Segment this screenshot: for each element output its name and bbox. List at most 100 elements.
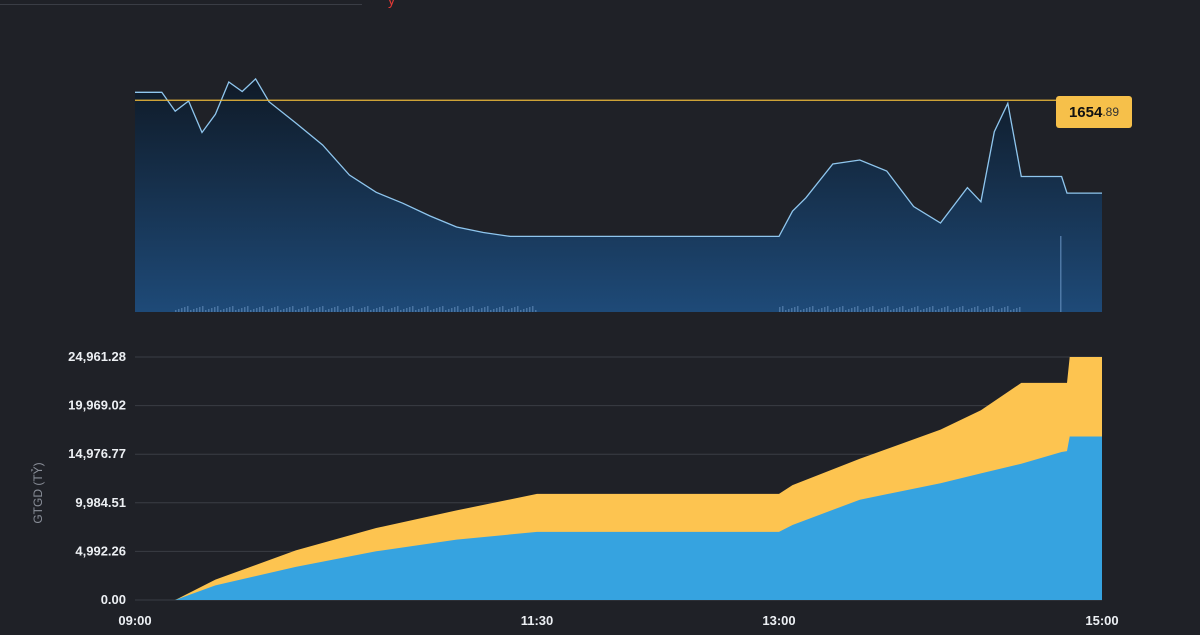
x-tick-label: 09:00 — [118, 613, 151, 628]
volume-bar — [325, 310, 327, 312]
volume-bar — [232, 306, 234, 312]
volume-bar — [932, 306, 934, 312]
volume-bar — [812, 306, 814, 312]
volume-bar — [319, 307, 321, 312]
volume-bar — [1007, 306, 1009, 312]
volume-bar — [953, 309, 955, 312]
volume-bar — [406, 308, 408, 312]
volume-bar — [821, 308, 823, 312]
volume-bar — [962, 306, 964, 312]
volume-bar — [947, 306, 949, 312]
volume-bar — [280, 310, 282, 312]
volume-bar — [460, 310, 462, 312]
price-tag-decimal: .89 — [1102, 105, 1120, 119]
volume-bar — [968, 309, 970, 312]
volume-bar — [262, 306, 264, 312]
volume-bar — [803, 309, 805, 312]
price-tag-integer: 1654 — [1068, 103, 1103, 121]
volume-bar — [791, 308, 793, 312]
volume-bar — [178, 309, 180, 312]
volume-bar — [379, 307, 381, 312]
volume-bar — [418, 309, 420, 312]
trading-value-panel: 0.00 4,992.26 9,984.51 14,976.77 19,969.02 24… — [30, 349, 1119, 628]
y-tick-label: 14,976.77 — [68, 446, 126, 461]
volume-bar — [304, 307, 306, 312]
volume-bar — [890, 310, 892, 312]
volume-bar — [355, 310, 357, 312]
volume-bar — [256, 308, 258, 312]
volume-bar — [938, 309, 940, 312]
volume-bar — [529, 307, 531, 312]
x-tick-label: 13:00 — [762, 613, 795, 628]
volume-bar — [313, 309, 315, 312]
volume-bar — [472, 306, 474, 312]
volume-bar — [298, 309, 300, 312]
volume-bar — [424, 307, 426, 312]
volume-bar — [187, 306, 189, 312]
volume-bar — [848, 309, 850, 312]
volume-bar — [839, 307, 841, 312]
volume-bar — [397, 306, 399, 312]
volume-bar — [523, 309, 525, 312]
volume-bar — [989, 307, 991, 312]
volume-bar — [1004, 307, 1006, 312]
y-axis-title: GTGD (TỶ) — [30, 462, 45, 523]
volume-bar — [779, 307, 781, 312]
header-divider — [0, 4, 362, 5]
volume-bar — [505, 310, 507, 312]
y-tick-label: 19,969.02 — [68, 398, 126, 413]
volume-bar — [346, 308, 348, 312]
volume-bar — [974, 307, 976, 312]
volume-bar — [322, 306, 324, 312]
volume-bar — [271, 308, 273, 312]
volume-bar — [995, 310, 997, 312]
volume-bar — [307, 306, 309, 312]
volume-bar — [376, 308, 378, 312]
volume-bar — [268, 309, 270, 312]
volume-bar — [463, 309, 465, 312]
volume-bar — [526, 308, 528, 312]
volume-bar — [364, 307, 366, 312]
volume-bar — [1001, 308, 1003, 312]
volume-bar — [448, 309, 450, 312]
volume-bar — [502, 306, 504, 312]
volume-bar — [295, 310, 297, 312]
volume-bar — [1060, 236, 1062, 312]
volume-bar — [514, 307, 516, 312]
volume-bar — [520, 310, 522, 312]
volume-bar — [926, 308, 928, 312]
volume-bar — [316, 308, 318, 312]
volume-bar — [265, 310, 267, 312]
volume-bar — [797, 306, 799, 312]
volume-bar — [253, 309, 255, 312]
price-line — [135, 77, 1102, 238]
volume-bar — [818, 309, 820, 312]
volume-bar — [436, 308, 438, 312]
volume-bar — [532, 306, 534, 312]
volume-bar — [1013, 309, 1015, 312]
volume-bar — [181, 308, 183, 312]
volume-bar — [175, 310, 177, 312]
volume-bar — [328, 309, 330, 312]
volume-bar — [971, 308, 973, 312]
volume-bar — [361, 308, 363, 312]
current-price-tag: 1654.89 — [1056, 96, 1132, 128]
volume-bar — [944, 307, 946, 312]
volume-bar — [250, 310, 252, 312]
volume-bar — [226, 308, 228, 312]
y-tick-label: 4,992.26 — [75, 543, 126, 558]
volume-bar — [451, 308, 453, 312]
volume-bar — [247, 306, 249, 312]
volume-bar — [235, 310, 237, 312]
volume-bar — [475, 310, 477, 312]
volume-bar — [430, 310, 432, 312]
volume-bar — [983, 309, 985, 312]
volume-bar — [1016, 308, 1018, 312]
volume-bar — [286, 308, 288, 312]
volume-bar — [929, 307, 931, 312]
volume-bar — [950, 310, 952, 312]
volume-bar — [511, 308, 513, 312]
volume-bar — [959, 307, 961, 312]
volume-bar — [493, 309, 495, 312]
